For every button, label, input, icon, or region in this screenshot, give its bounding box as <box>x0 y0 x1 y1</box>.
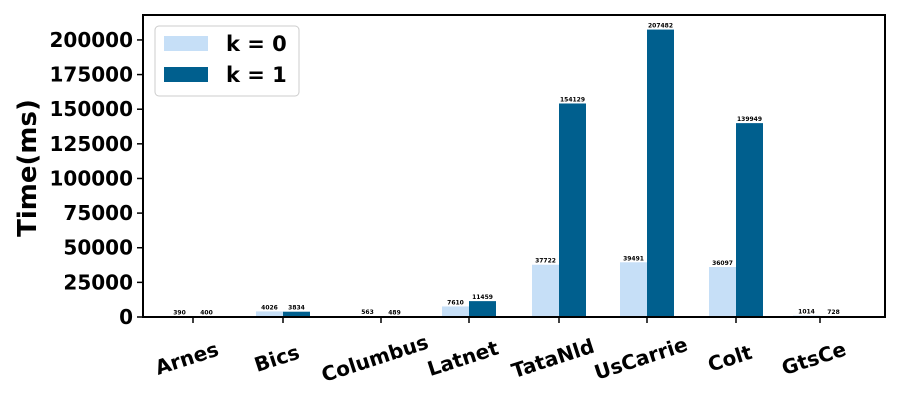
bar-value-label: 390 <box>173 309 186 316</box>
x-tick-label: Colt <box>705 340 755 377</box>
y-tick-label: 125000 <box>50 132 134 156</box>
x-tick-label: TataNld <box>508 334 597 383</box>
bar-value-label: 36097 <box>712 260 733 267</box>
bar-value-label: 563 <box>361 309 374 316</box>
bar-value-label: 400 <box>200 309 213 316</box>
legend-swatch <box>164 36 208 51</box>
bar-value-label: 1014 <box>798 309 815 316</box>
y-tick-label: 150000 <box>50 97 134 121</box>
x-tick-label: Arnes <box>152 337 221 380</box>
y-axis: 0 25000 50000 75000 100000 125000 150000 175000… <box>50 28 143 329</box>
x-tick-label: GtsCe <box>779 337 849 380</box>
bar-k1-uscarrie <box>647 29 674 318</box>
bar-k0-tatanld <box>532 264 559 317</box>
bar-value-label: 139949 <box>737 116 762 123</box>
bar-value-label: 3834 <box>288 305 305 312</box>
y-tick-label: 75000 <box>63 201 133 225</box>
x-tick-label: Latnet <box>424 335 501 381</box>
bar-value-label: 154129 <box>560 96 585 103</box>
bar-value-label: 207482 <box>648 23 673 30</box>
bar-k1-latnet <box>469 301 496 317</box>
y-tick-label: 175000 <box>50 63 134 87</box>
bar-k0-uscarrie <box>620 262 647 317</box>
bar-k0-colt <box>709 266 736 317</box>
value-labels-layer: 390 400 4026 3834 563 489 7610 11459 37722 154129… <box>173 23 840 317</box>
bar-value-label: 39491 <box>623 255 644 262</box>
y-tick-label: 100000 <box>50 166 134 190</box>
legend-label: k = 0 <box>226 32 287 56</box>
y-tick-label: 200000 <box>50 28 134 52</box>
bar-k1-tatanld <box>559 103 586 317</box>
legend-label: k = 1 <box>226 63 287 87</box>
bar-value-label: 11459 <box>472 294 493 301</box>
bar-value-label: 728 <box>827 309 840 316</box>
y-axis-title: Time(ms) <box>13 99 43 237</box>
bar-value-label: 489 <box>388 309 401 316</box>
plot-frame <box>142 14 886 318</box>
bar-k0-latnet <box>442 306 469 317</box>
bar-value-label: 37722 <box>535 258 556 265</box>
legend: k = 0 k = 1 <box>154 25 300 97</box>
x-tick-label: Bics <box>251 340 302 377</box>
legend-swatch <box>164 67 208 82</box>
bar-k1-bics <box>283 311 310 317</box>
bar-k1-colt <box>736 123 763 317</box>
x-tick-label: Columbus <box>318 330 431 387</box>
bar-value-label: 4026 <box>261 304 278 311</box>
bars-layer <box>166 29 847 318</box>
bar-value-label: 7610 <box>447 299 464 306</box>
y-tick-label: 25000 <box>63 270 133 294</box>
y-tick-label: 50000 <box>63 236 133 260</box>
bar-k0-bics <box>256 311 283 317</box>
x-tick-label: UsCarrie <box>591 332 690 385</box>
y-tick-label: 0 <box>119 305 133 329</box>
